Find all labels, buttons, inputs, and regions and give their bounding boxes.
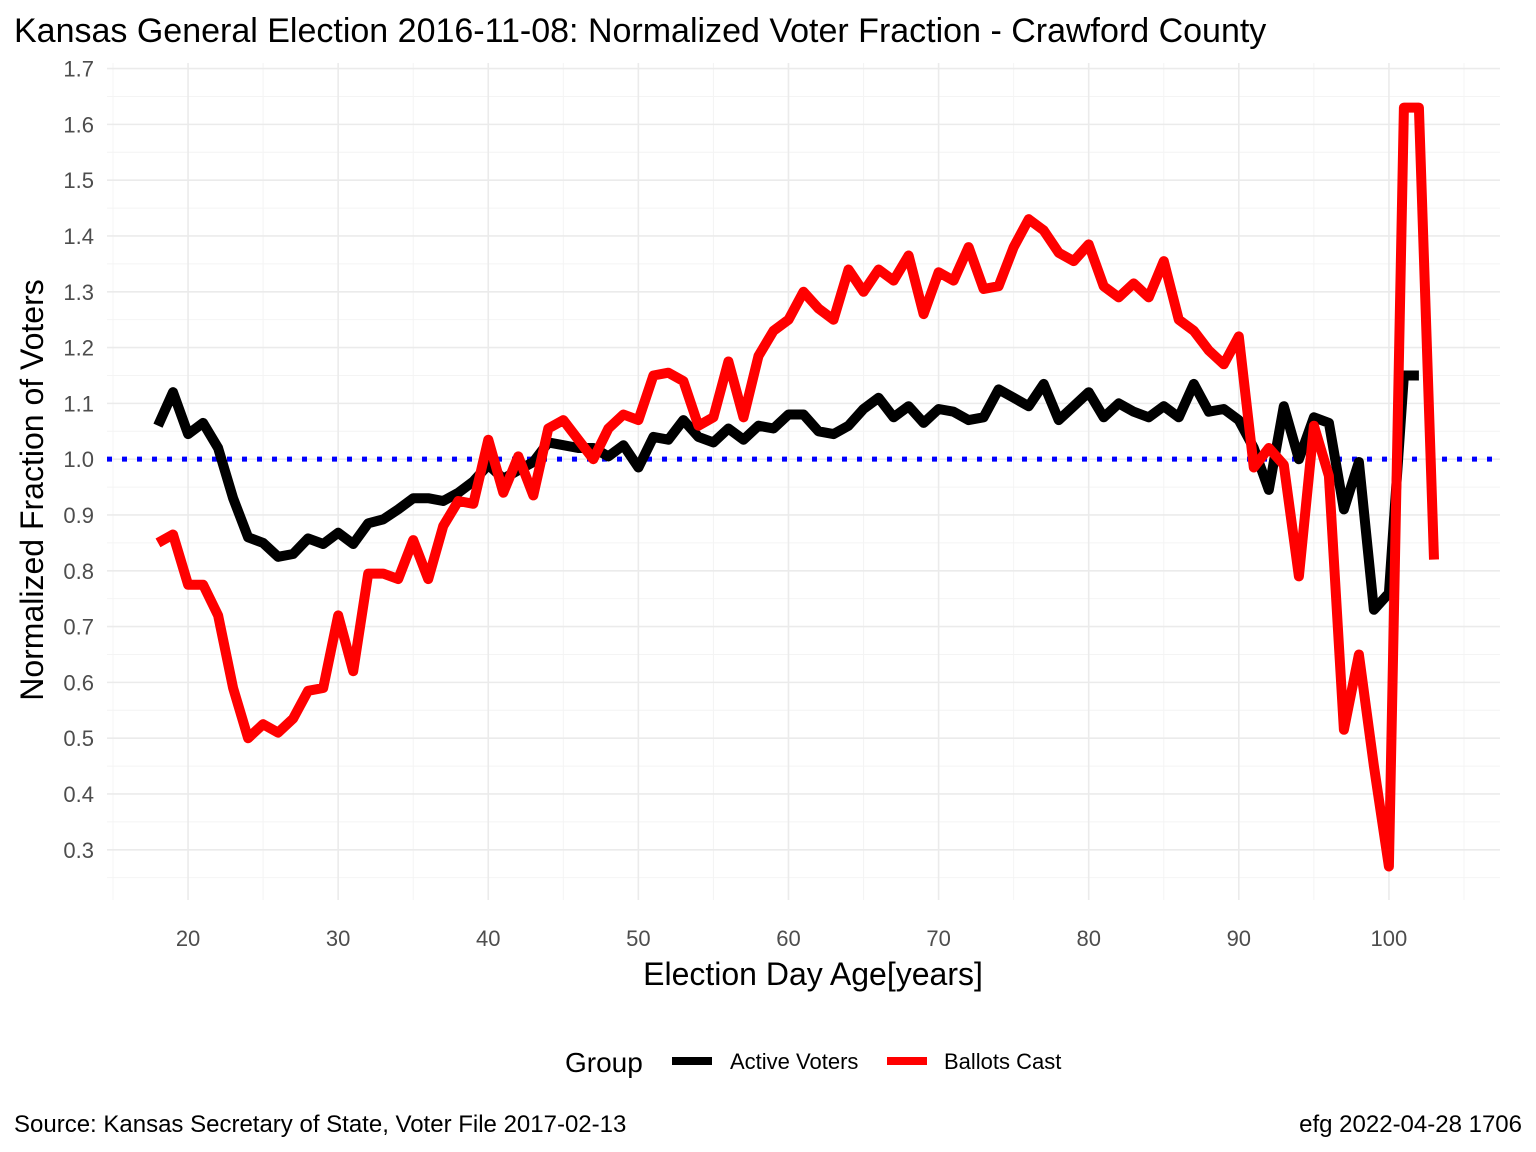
x-tick-label: 30 — [326, 926, 350, 951]
x-tick-label: 20 — [176, 926, 200, 951]
y-tick-label: 0.4 — [63, 782, 94, 807]
y-tick-label: 1.4 — [63, 224, 94, 249]
x-tick-label: 70 — [926, 926, 950, 951]
y-tick-label: 1.3 — [63, 280, 94, 305]
legend: Group Active Voters Ballots Cast — [565, 1047, 1061, 1078]
y-tick-labels: 0.3 0.4 0.5 0.6 0.7 0.8 0.9 1.0 1.1 1.2 1.3 1.4 1.5 1… — [63, 57, 94, 863]
y-tick-label: 0.6 — [63, 670, 94, 695]
series-layer — [153, 102, 1439, 872]
legend-title: Group — [565, 1047, 643, 1078]
x-tick-label: 90 — [1227, 926, 1251, 951]
credit-caption: efg 2022-04-28 1706 — [1299, 1111, 1522, 1138]
y-tick-label: 0.7 — [63, 615, 94, 640]
x-tick-label: 40 — [476, 926, 500, 951]
x-tick-label: 80 — [1076, 926, 1100, 951]
grid — [107, 63, 1500, 900]
chart-title: Kansas General Election 2016-11-08: Norm… — [14, 12, 1266, 50]
source-caption: Source: Kansas Secretary of State, Voter… — [14, 1111, 626, 1138]
y-tick-label: 1.7 — [63, 57, 94, 82]
y-tick-label: 1.1 — [63, 391, 94, 416]
y-tick-label: 0.8 — [63, 559, 94, 584]
y-tick-label: 1.6 — [63, 112, 94, 137]
y-tick-label: 1.2 — [63, 336, 94, 361]
y-tick-label: 0.3 — [63, 838, 94, 863]
y-axis-title: Normalized Fraction of Voters — [14, 279, 50, 701]
series-line-ballots-cast — [155, 102, 1439, 872]
legend-label-ballots-cast: Ballots Cast — [944, 1049, 1061, 1074]
y-tick-label: 1.0 — [63, 447, 94, 472]
x-tick-label: 50 — [626, 926, 650, 951]
y-tick-label: 0.9 — [63, 503, 94, 528]
y-tick-label: 1.5 — [63, 168, 94, 193]
x-tick-label: 100 — [1371, 926, 1408, 951]
series-line-active-voters — [153, 370, 1419, 615]
x-tick-label: 60 — [776, 926, 800, 951]
x-axis-title: Election Day Age[years] — [643, 956, 983, 992]
y-tick-label: 0.5 — [63, 726, 94, 751]
x-tick-labels: 20 30 40 50 60 70 80 90 100 — [176, 926, 1407, 951]
legend-label-active-voters: Active Voters — [730, 1049, 858, 1074]
